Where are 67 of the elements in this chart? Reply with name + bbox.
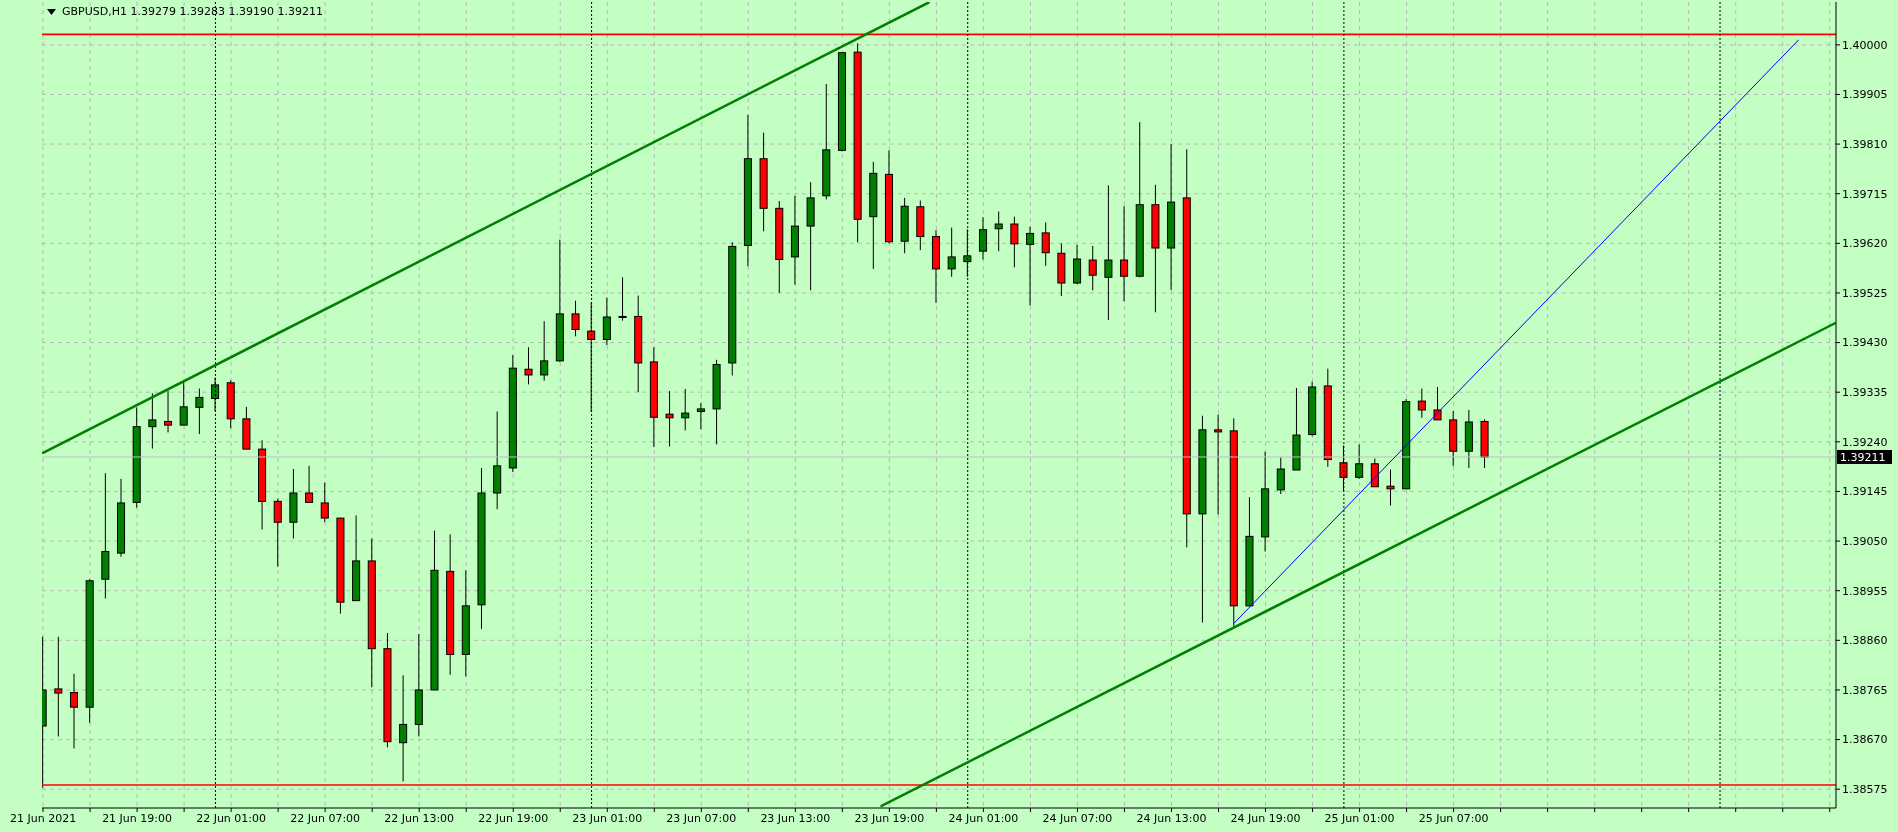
candlestick	[1041, 221, 1050, 267]
y-tick-label: 1.39810	[1842, 137, 1888, 151]
candlestick	[618, 276, 627, 322]
candlestick	[1010, 216, 1019, 268]
x-tick-label: 22 Jun 13:00	[384, 811, 455, 825]
candlestick	[1104, 184, 1113, 321]
chart-title: GBPUSD,H1 1.39279 1.39283 1.39190 1.39211	[62, 5, 323, 18]
candlestick	[273, 498, 282, 568]
y-tick-label: 1.38955	[1842, 584, 1888, 598]
candlestick	[148, 392, 157, 450]
candlestick	[1214, 414, 1223, 515]
candlestick	[164, 390, 173, 433]
y-tick-label: 1.39335	[1842, 386, 1888, 400]
y-tick-label: 1.39905	[1842, 88, 1888, 102]
x-tick-label: 24 Jun 01:00	[948, 811, 1019, 825]
x-tick-label: 23 Jun 19:00	[854, 811, 925, 825]
candlestick	[320, 482, 329, 523]
candlestick	[1370, 458, 1379, 488]
x-tick-label: 25 Jun 01:00	[1324, 811, 1395, 825]
y-tick-label: 1.39715	[1842, 187, 1888, 201]
x-tick-label: 24 Jun 07:00	[1042, 811, 1113, 825]
candlestick	[1276, 457, 1285, 495]
candlestick	[524, 346, 533, 385]
candlestick	[1417, 388, 1426, 419]
y-tick-label: 1.39525	[1842, 286, 1888, 300]
y-tick-label: 1.38575	[1842, 783, 1888, 797]
x-tick-label: 21 Jun 19:00	[102, 811, 173, 825]
candlestick	[1386, 469, 1395, 507]
candlestick	[665, 390, 674, 448]
x-tick-label: 24 Jun 19:00	[1230, 811, 1301, 825]
y-tick-label: 1.38860	[1842, 634, 1888, 648]
y-tick-label: 1.40000	[1842, 38, 1888, 52]
y-tick-label: 1.39430	[1842, 336, 1888, 350]
candlestick	[947, 227, 956, 278]
candlestick	[54, 636, 63, 737]
candlestick	[978, 216, 988, 261]
x-tick-label: 24 Jun 13:00	[1136, 811, 1207, 825]
x-tick-label: 25 Jun 07:00	[1418, 811, 1489, 825]
candlestick	[69, 673, 79, 749]
x-tick-label: 23 Jun 07:00	[666, 811, 737, 825]
candlestick	[399, 674, 408, 782]
x-tick-label: 22 Jun 01:00	[196, 811, 267, 825]
candlestick	[540, 320, 549, 382]
x-tick-label: 23 Jun 13:00	[760, 811, 831, 825]
candlestick	[179, 381, 188, 426]
y-tick-label: 1.38670	[1842, 733, 1888, 747]
ref-line-label: 1.39211	[1840, 450, 1886, 464]
x-tick-label: 22 Jun 07:00	[290, 811, 361, 825]
candlestick	[305, 465, 314, 503]
candlestick	[1120, 205, 1129, 302]
candlestick	[696, 402, 705, 430]
y-tick-label: 1.39620	[1842, 237, 1888, 251]
y-tick-label: 1.38765	[1842, 683, 1888, 697]
candlestick	[994, 210, 1003, 252]
x-tick-label: 21 Jun 2021	[9, 811, 77, 825]
candlestick	[1355, 443, 1364, 480]
candlestick	[1026, 226, 1035, 306]
candlestick	[571, 300, 580, 337]
candlestick	[681, 388, 690, 431]
candlestick	[195, 388, 204, 435]
y-tick-label: 1.39240	[1842, 435, 1888, 449]
x-tick-label: 22 Jun 19:00	[478, 811, 549, 825]
x-tick-label: 23 Jun 01:00	[572, 811, 643, 825]
y-tick-label: 1.39050	[1842, 534, 1888, 548]
candlestick	[1088, 245, 1097, 291]
y-tick-label: 1.39145	[1842, 485, 1888, 499]
candlestick	[602, 297, 611, 346]
